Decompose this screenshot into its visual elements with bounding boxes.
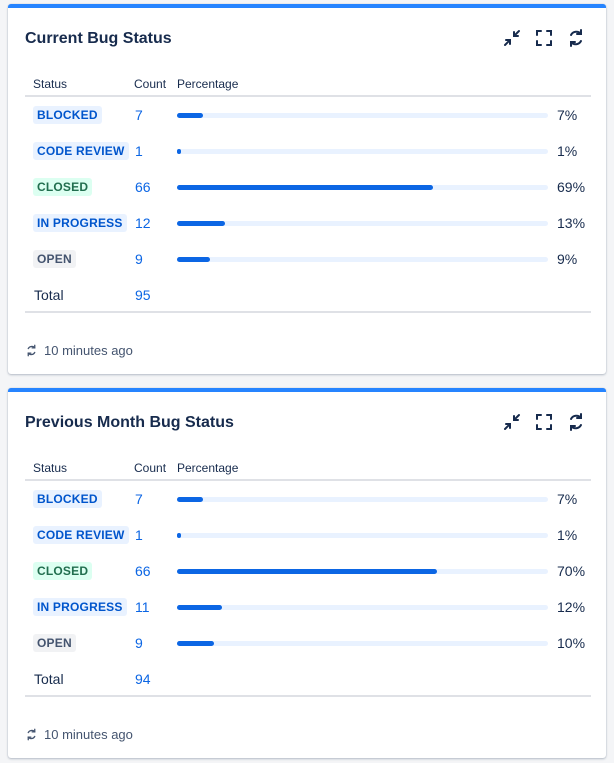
status-lozenge: CLOSED (33, 178, 93, 196)
minimize-icon[interactable] (502, 412, 522, 432)
column-percentage: Percentage (177, 77, 239, 91)
table-row: CODE REVIEW 1 1% (25, 517, 591, 553)
percentage-label: 1% (557, 527, 578, 543)
last-updated: 10 minutes ago (25, 727, 133, 742)
last-updated-text: 10 minutes ago (44, 727, 133, 742)
percentage-bar-fill (177, 257, 211, 262)
percentage-label: 7% (557, 491, 578, 507)
percentage-bar-fill (177, 605, 222, 610)
table-rows: BLOCKED 7 7% CODE REVIEW 1 1% CLOSED 66 69% IN PR… (25, 97, 591, 277)
percentage-label: 12% (557, 599, 586, 615)
count-link[interactable]: 9 (135, 251, 143, 267)
percentage-bar-track (177, 113, 548, 118)
status-lozenge: BLOCKED (33, 106, 102, 124)
table-row: BLOCKED 7 7% (25, 97, 591, 133)
status-lozenge: OPEN (33, 250, 76, 268)
minimize-icon[interactable] (502, 28, 522, 48)
percentage-bar-fill (177, 185, 433, 190)
column-count: Count (134, 461, 167, 475)
refresh-small-icon (27, 344, 36, 357)
percentage-bar-track (177, 569, 548, 574)
percentage-label: 10% (557, 635, 586, 651)
percentage-bar-track (177, 185, 548, 190)
percentage-label: 70% (557, 563, 586, 579)
status-lozenge: IN PROGRESS (33, 214, 127, 232)
count-link[interactable]: 1 (135, 527, 143, 543)
percentage-bar-fill (177, 497, 203, 502)
percentage-bar-fill (177, 149, 181, 154)
table-header: Status Count Percentage (25, 70, 591, 97)
percentage-bar-track (177, 221, 548, 226)
gadget-actions (502, 412, 586, 432)
percentage-bar-fill (177, 569, 437, 574)
refresh-small-icon (27, 728, 36, 741)
gadget-title: Current Bug Status (25, 30, 172, 47)
total-row: Total 94 (25, 661, 591, 697)
last-updated: 10 minutes ago (25, 343, 133, 358)
percentage-bar-track (177, 257, 548, 262)
percentage-bar-fill (177, 221, 226, 226)
percentage-bar-track (177, 533, 548, 538)
refresh-icon[interactable] (566, 28, 586, 48)
total-count-link[interactable]: 95 (135, 287, 151, 303)
total-label: Total (34, 671, 64, 687)
bug-status-table: Status Count Percentage BLOCKED 7 7% CODE R… (25, 70, 591, 313)
count-link[interactable]: 12 (135, 215, 151, 231)
last-updated-text: 10 minutes ago (44, 343, 133, 358)
percentage-bar-track (177, 149, 548, 154)
percentage-label: 9% (557, 251, 578, 267)
percentage-bar-fill (177, 641, 215, 646)
table-row: IN PROGRESS 12 13% (25, 205, 591, 241)
percentage-bar-track (177, 641, 548, 646)
table-row: OPEN 9 10% (25, 625, 591, 661)
status-lozenge: CODE REVIEW (33, 142, 129, 160)
percentage-label: 69% (557, 179, 586, 195)
table-row: OPEN 9 9% (25, 241, 591, 277)
column-status: Status (33, 461, 68, 475)
fullscreen-icon[interactable] (534, 28, 554, 48)
percentage-label: 1% (557, 143, 578, 159)
table-row: CLOSED 66 69% (25, 169, 591, 205)
status-lozenge: IN PROGRESS (33, 598, 127, 616)
count-link[interactable]: 66 (135, 179, 151, 195)
column-percentage: Percentage (177, 461, 239, 475)
refresh-icon[interactable] (566, 412, 586, 432)
percentage-bar-track (177, 605, 548, 610)
status-lozenge: CLOSED (33, 562, 93, 580)
table-row: IN PROGRESS 11 12% (25, 589, 591, 625)
total-row: Total 95 (25, 277, 591, 313)
status-lozenge: CODE REVIEW (33, 526, 129, 544)
fullscreen-icon[interactable] (534, 412, 554, 432)
column-count: Count (134, 77, 167, 91)
percentage-bar-fill (177, 113, 203, 118)
count-link[interactable]: 7 (135, 107, 143, 123)
previous-month-bug-status-gadget: Previous Month Bug Status Status Count (8, 388, 606, 758)
total-label: Total (34, 287, 64, 303)
total-count-link[interactable]: 94 (135, 671, 151, 687)
count-link[interactable]: 9 (135, 635, 143, 651)
gadget-actions (502, 28, 586, 48)
gadget-title: Previous Month Bug Status (25, 414, 234, 431)
percentage-bar-fill (177, 533, 181, 538)
table-row: CODE REVIEW 1 1% (25, 133, 591, 169)
percentage-label: 13% (557, 215, 586, 231)
status-lozenge: OPEN (33, 634, 76, 652)
table-row: CLOSED 66 70% (25, 553, 591, 589)
count-link[interactable]: 1 (135, 143, 143, 159)
table-header: Status Count Percentage (25, 454, 591, 481)
bug-status-table: Status Count Percentage BLOCKED 7 7% CODE R… (25, 454, 591, 697)
current-bug-status-gadget: Current Bug Status Status Count P (8, 4, 606, 374)
count-link[interactable]: 66 (135, 563, 151, 579)
column-status: Status (33, 77, 68, 91)
table-rows: BLOCKED 7 7% CODE REVIEW 1 1% CLOSED 66 70% IN PR… (25, 481, 591, 661)
count-link[interactable]: 11 (135, 599, 150, 615)
table-row: BLOCKED 7 7% (25, 481, 591, 517)
percentage-bar-track (177, 497, 548, 502)
percentage-label: 7% (557, 107, 578, 123)
status-lozenge: BLOCKED (33, 490, 102, 508)
count-link[interactable]: 7 (135, 491, 143, 507)
